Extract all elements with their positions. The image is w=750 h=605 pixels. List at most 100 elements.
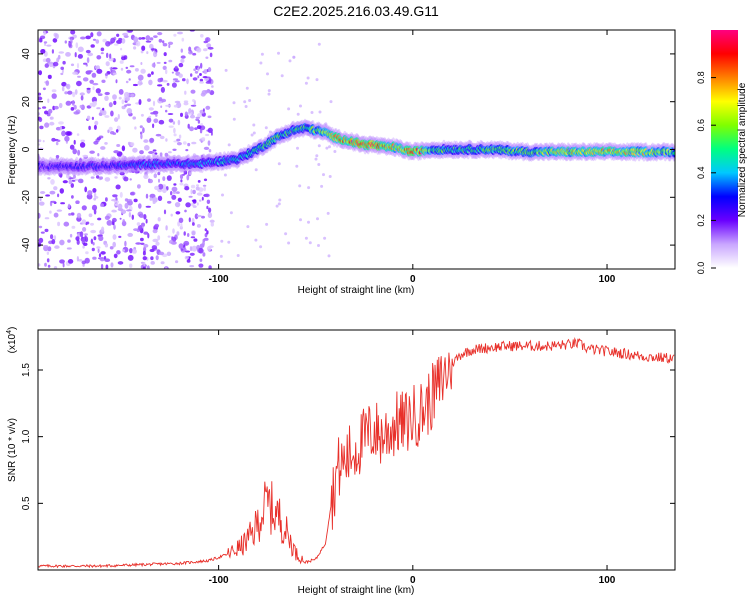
- noise-cell: [114, 43, 119, 46]
- noise-cell: [173, 183, 177, 186]
- noise-cell: [140, 133, 143, 140]
- noise-cell: [172, 121, 176, 125]
- noise-cell: [192, 222, 195, 226]
- x-tick-label: 100: [599, 575, 616, 586]
- noise-cell: [139, 82, 143, 85]
- noise-cell: [50, 200, 56, 203]
- noise-cell: [203, 178, 208, 182]
- noise-cell: [97, 93, 103, 96]
- noise-cell: [113, 100, 117, 106]
- noise-cell: [71, 100, 75, 106]
- noise-cell: [196, 214, 202, 218]
- noise-cell: [102, 107, 105, 111]
- noise-cell: [150, 256, 154, 261]
- noise-cell: [252, 123, 256, 127]
- noise-cell: [104, 243, 109, 248]
- y-tick-label: 0.5: [21, 496, 32, 510]
- noise-cell: [129, 65, 135, 68]
- noise-cell: [128, 78, 131, 81]
- colorbar-tick-label: 0.2: [696, 214, 706, 227]
- noise-cell: [92, 82, 99, 86]
- noise-cell: [193, 68, 197, 71]
- noise-cell: [193, 154, 199, 157]
- noise-cell: [60, 66, 64, 71]
- noise-cell: [67, 203, 71, 209]
- noise-cell: [166, 82, 170, 86]
- noise-cell: [229, 211, 233, 215]
- noise-cell: [315, 154, 319, 158]
- noise-cell: [93, 236, 97, 241]
- noise-cell: [97, 248, 100, 253]
- noise-cell: [116, 250, 121, 255]
- noise-cell: [160, 105, 163, 108]
- noise-cell: [55, 126, 62, 131]
- noise-cell: [56, 155, 59, 160]
- noise-cell: [184, 111, 188, 117]
- noise-cell: [277, 51, 280, 55]
- noise-cell: [185, 250, 191, 253]
- noise-cell: [174, 100, 181, 104]
- noise-cell: [287, 241, 291, 245]
- noise-cell: [195, 116, 201, 119]
- noise-cell: [53, 212, 59, 218]
- noise-cell: [70, 30, 76, 35]
- noise-cell: [76, 62, 80, 69]
- noise-cell: [133, 228, 139, 232]
- noise-cell: [134, 126, 137, 130]
- noise-cell: [190, 104, 197, 107]
- noise-cell: [58, 121, 64, 125]
- noise-cell: [180, 179, 183, 183]
- noise-cell: [104, 95, 109, 102]
- noise-cell: [121, 38, 126, 44]
- noise-cell: [91, 116, 94, 120]
- noise-cell: [163, 209, 167, 215]
- noise-cell: [155, 241, 160, 246]
- noise-cell: [74, 89, 78, 95]
- noise-cell: [192, 52, 197, 56]
- noise-cell: [320, 184, 324, 188]
- noise-cell: [101, 110, 107, 116]
- noise-cell: [190, 73, 193, 77]
- noise-cell: [56, 209, 63, 212]
- noise-cell: [187, 123, 190, 129]
- noise-cell: [107, 129, 110, 134]
- noise-cell: [204, 89, 211, 94]
- noise-cell: [85, 35, 91, 40]
- noise-cell: [142, 127, 145, 134]
- noise-cell: [149, 43, 154, 49]
- noise-cell: [56, 57, 60, 63]
- noise-cell: [221, 193, 224, 197]
- noise-cell: [318, 110, 322, 114]
- noise-cell: [157, 235, 161, 241]
- noise-cell: [119, 191, 123, 198]
- noise-cell: [80, 36, 86, 40]
- x-tick-label: -100: [209, 575, 229, 586]
- noise-cell: [65, 52, 71, 57]
- noise-cell: [86, 87, 91, 90]
- noise-cell: [160, 86, 165, 93]
- noise-cell: [104, 258, 111, 263]
- noise-cell: [171, 236, 174, 241]
- noise-cell: [149, 37, 154, 41]
- noise-cell: [75, 200, 80, 204]
- noise-cell: [196, 47, 202, 53]
- snr-x-label: Height of straight line (km): [298, 585, 415, 596]
- noise-cell: [73, 104, 77, 110]
- noise-cell: [104, 91, 110, 96]
- noise-cell: [67, 170, 70, 175]
- noise-cell: [82, 77, 89, 82]
- noise-cell: [87, 70, 93, 73]
- noise-cell: [161, 98, 167, 103]
- noise-cell: [153, 35, 158, 38]
- noise-cell: [77, 75, 81, 78]
- snr-x-ticks: -100 0 100: [209, 330, 616, 586]
- noise-cell: [114, 117, 119, 122]
- noise-cell: [250, 133, 254, 137]
- noise-cell: [63, 221, 70, 227]
- noise-cell: [75, 236, 80, 242]
- noise-cell: [58, 102, 63, 109]
- noise-cell: [91, 204, 98, 211]
- noise-cell: [244, 105, 248, 108]
- noise-cell: [116, 33, 120, 37]
